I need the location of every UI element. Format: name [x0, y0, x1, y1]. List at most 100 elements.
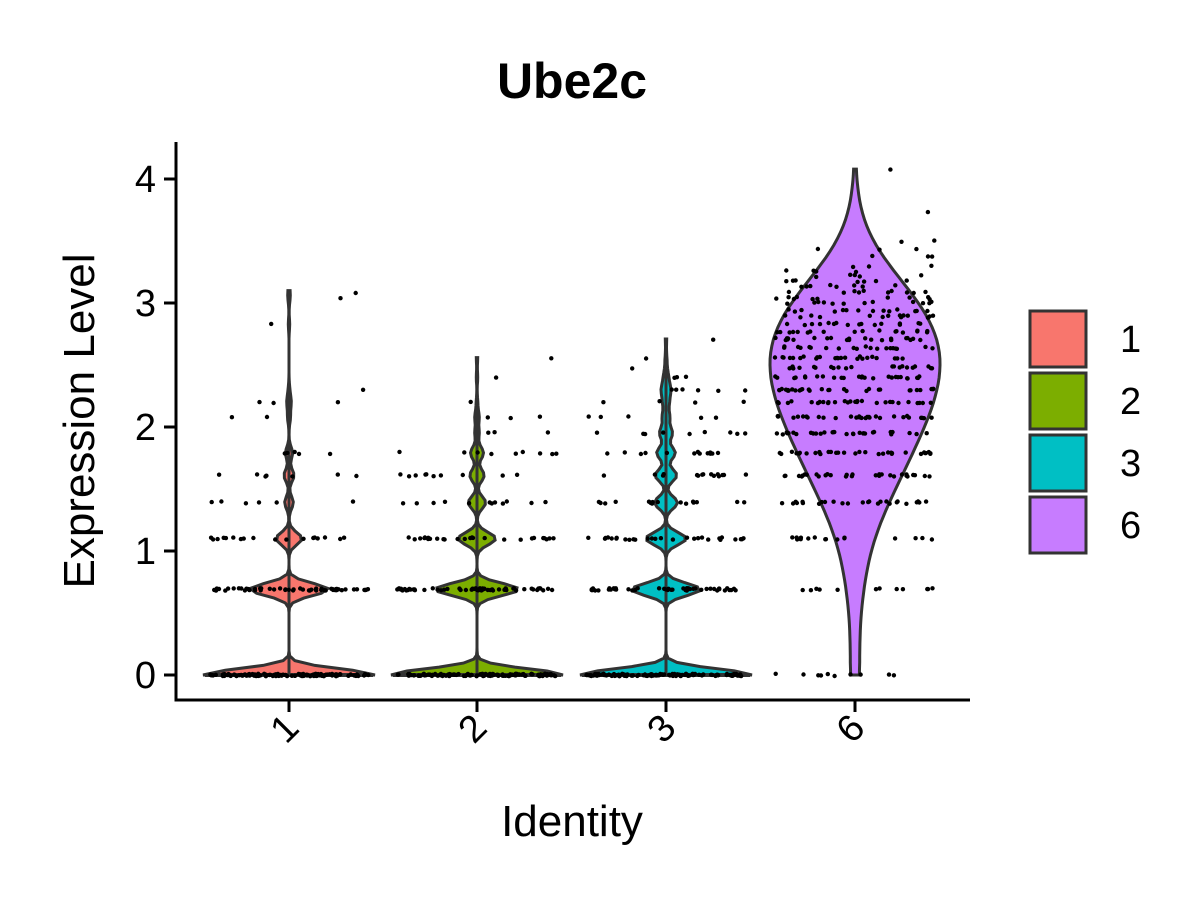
point — [800, 500, 806, 506]
point — [861, 431, 866, 436]
point — [673, 673, 679, 679]
point — [852, 289, 857, 294]
point — [250, 671, 255, 677]
point — [920, 301, 926, 306]
point — [877, 415, 883, 421]
point — [536, 672, 541, 677]
point — [805, 415, 810, 420]
point — [892, 356, 898, 361]
point — [730, 673, 735, 678]
point — [413, 473, 418, 478]
point — [782, 473, 787, 479]
x-ticks: 1 2 3 6 — [263, 700, 873, 752]
point — [814, 269, 819, 274]
point — [543, 499, 548, 505]
point — [549, 356, 554, 361]
point — [874, 355, 879, 361]
point — [654, 673, 660, 678]
point — [856, 290, 862, 295]
point — [888, 346, 893, 351]
point — [802, 472, 807, 477]
point — [696, 672, 702, 677]
point — [816, 474, 821, 479]
point — [607, 586, 612, 591]
point — [798, 355, 803, 361]
point — [914, 431, 919, 437]
point — [470, 586, 475, 591]
point — [468, 399, 473, 405]
point — [852, 283, 857, 288]
x-tick-label: 3 — [640, 707, 685, 752]
point — [809, 400, 814, 405]
point — [784, 279, 789, 284]
point — [819, 387, 824, 392]
point — [853, 269, 859, 275]
point — [466, 501, 472, 506]
axes: 0 1 2 3 4 1 2 3 6 — [135, 142, 970, 751]
point — [818, 451, 823, 457]
point — [806, 536, 811, 541]
point — [835, 537, 840, 542]
point — [727, 587, 732, 593]
point — [928, 451, 933, 456]
point — [462, 536, 467, 542]
point — [658, 536, 664, 541]
point — [586, 414, 591, 419]
point — [500, 501, 506, 506]
point — [931, 386, 936, 391]
point — [302, 673, 307, 678]
point — [828, 282, 833, 288]
point — [815, 246, 821, 252]
point — [774, 431, 780, 436]
point — [904, 278, 909, 283]
point — [799, 307, 804, 313]
point — [911, 472, 916, 478]
point — [877, 328, 882, 333]
point — [864, 388, 869, 394]
point — [880, 314, 885, 320]
point — [683, 671, 689, 676]
point — [783, 313, 788, 318]
point — [315, 536, 320, 541]
point — [886, 672, 892, 677]
point — [821, 415, 826, 420]
point — [787, 355, 793, 361]
point — [669, 387, 674, 392]
point — [227, 672, 232, 678]
point — [831, 375, 837, 380]
point — [343, 587, 348, 592]
point — [861, 279, 867, 284]
point — [702, 429, 707, 435]
point — [914, 308, 919, 314]
point — [660, 473, 666, 478]
point — [284, 537, 289, 542]
point — [863, 415, 868, 421]
point — [680, 672, 685, 678]
point — [851, 431, 856, 437]
point — [603, 501, 608, 506]
point — [917, 374, 922, 379]
point — [874, 400, 879, 406]
point — [890, 399, 895, 405]
point — [792, 309, 798, 314]
point — [877, 247, 882, 252]
point — [462, 450, 467, 455]
point — [475, 450, 480, 455]
point — [508, 415, 513, 421]
point — [613, 499, 618, 504]
point — [841, 450, 847, 455]
point — [234, 673, 239, 679]
point — [886, 374, 891, 379]
point — [289, 673, 295, 678]
point — [514, 472, 520, 477]
point — [406, 474, 412, 479]
point — [708, 586, 713, 591]
point — [735, 673, 740, 678]
point — [545, 430, 551, 435]
point — [929, 263, 934, 268]
point — [883, 400, 888, 405]
point — [888, 473, 893, 478]
point — [773, 335, 778, 341]
y-ticks: 0 1 2 3 4 — [135, 159, 176, 697]
point — [791, 337, 796, 342]
